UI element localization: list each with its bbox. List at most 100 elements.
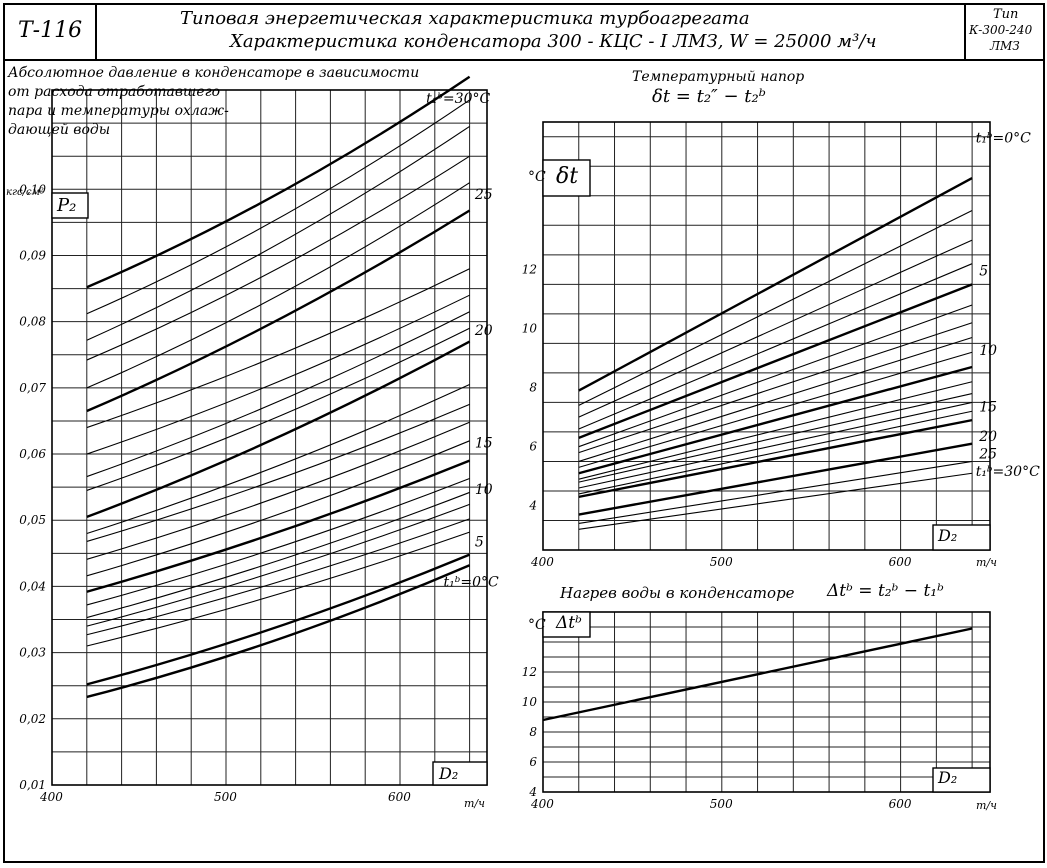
temp_head-series-6 [578,322,973,454]
temp_head-series-1 [578,210,973,406]
pressure-series-17 [86,209,471,413]
pressure-series-3 [86,518,470,636]
temp_head-annotation: 25 [978,446,997,462]
temp_head-x-tick: 400 [530,555,554,569]
pressure-series-6 [86,478,470,606]
pressure-series-7 [86,459,471,593]
pressure-y-label: P₂ [57,195,77,216]
pressure-y-tick: 0,04 [19,579,46,593]
temp_head-series-13 [578,410,973,495]
heat-ylabel-box [542,611,591,638]
water-heating-formula: Δtᵇ = t₂ᵇ − t₁ᵇ [827,581,944,601]
water-heating-x-label: D₂ [938,768,958,787]
pressure-y-tick: 0,07 [19,381,46,395]
water-heating-y-unit: °C [528,617,546,633]
pressure-x-tick: 600 [388,790,411,804]
pressure-series-21 [86,99,470,315]
pressure-series-15 [86,294,470,455]
pressure-title-line1: Абсолютное давление в конденсаторе в зав… [8,65,420,81]
pressure-annotation: t₁ᵇ=0°C [444,574,499,590]
pressure-series-22 [86,75,471,289]
pressure-xlabel-box [432,761,488,786]
pressure-y-tick: 0,05 [19,513,46,527]
temp_head-series-15 [578,442,973,516]
pressure-annotation: 20 [474,323,493,339]
water-heating-title: Нагрев воды в конденсаторе [560,584,795,602]
temp_head-annotation: 5 [979,263,988,279]
pressure-series-20 [86,125,470,341]
water_heating-y-tick: 8 [529,725,537,739]
pressure-series-19 [86,155,470,361]
pressure-y-tick: 0,08 [19,315,46,329]
pressure-title-line4: дающей воды [8,122,111,138]
temp_head-x-tick: 500 [710,555,733,569]
pressure-y-tick: 0,03 [19,646,46,660]
temp_head-annotation: 15 [979,399,997,415]
pressure-x-unit: т/ч [464,797,485,810]
water-heating-x-unit: т/ч [976,799,997,812]
pressure-y-tick: 0,02 [19,712,46,726]
temp_head-y-tick: 4 [528,499,537,513]
temp_head-series-5 [578,304,973,448]
pressure-series-11 [86,384,470,534]
pressure-annotation: t₁ᵇ=30°C [426,91,490,107]
pressure-grid [51,89,487,786]
pressure-series-1 [86,553,471,686]
temp-head-title: Температурный напор [632,69,805,85]
temp_head-y-tick: 8 [529,381,537,395]
pressure-series-9 [86,421,470,560]
water_heating-plot-border [542,611,991,793]
temp-ylabel-box [542,159,591,197]
water_heating-y-tick: 4 [528,785,537,799]
temp_head-series-17 [578,472,973,530]
pressure-x-label: D₂ [439,764,459,783]
temp_head-annotation: t₁ᵇ=30°C [976,464,1040,480]
pressure-series-12 [86,340,471,519]
temp_head-series-10 [578,381,973,480]
pressure-y-tick: 0,01 [19,778,46,792]
pressure-series-16 [86,268,470,429]
temp_head-series-12 [578,401,973,489]
pressure-series-5 [86,491,470,619]
temp-head-x-unit: т/ч [976,556,997,569]
type-model-line1: К-300-240 [969,23,1033,37]
pressure-x-tick: 500 [214,790,237,804]
temp_head-series-4 [578,283,973,439]
temp_head-y-tick: 10 [522,322,538,336]
temp_head-series-7 [578,336,973,462]
temp-head-y-unit: °C [528,169,546,185]
type-model-line2: ЛМЗ [990,39,1020,53]
pressure-series-13 [86,327,470,491]
temp_head-series-2 [578,239,973,418]
water_heating-y-tick: 6 [529,755,537,769]
pressure-chart: 400 500 600 0,01 0,02 0,03 0,04 0,05 0,06 0,07 0,0… [19,75,499,804]
header-title-line1: Типовая энергетическая характеристика ту… [180,8,750,29]
type-label: Тип [993,7,1019,22]
temp_head-plot-border [542,121,991,551]
temp_head-annotation: 10 [979,343,997,359]
temp_head-y-tick: 12 [522,263,537,277]
temp_head-annotation: 20 [978,429,997,445]
temp_head-grid [542,122,990,551]
temp_head-series-8 [578,351,973,468]
pressure-series-18 [86,182,470,389]
pressure-annotation: 10 [475,482,493,498]
pressure-title-line2: от расхода отработавшего [8,84,221,100]
pressure-series-8 [86,440,470,577]
pressure-title-line3: пара и температуры охлаж- [8,103,229,119]
temp_head-series-16 [578,460,973,524]
temp-head-formula: δt = t₂″ − t₂ᵇ [652,86,766,107]
header-title-line2: Характеристика конденсатора 300 - КЦС - … [230,31,877,52]
water_heating-x-tick: 600 [889,797,912,811]
drawing-frame [3,3,1045,863]
pressure-series-10 [86,403,470,542]
pressure-series-0 [86,564,471,699]
pressure-annotation: 15 [475,435,493,451]
pressure-ylabel-box [51,192,89,219]
pressure-series-14 [86,311,470,478]
temp_head-x-tick: 600 [889,555,912,569]
water-heating-y-label: Δtᵇ [556,613,582,633]
pressure-x-tick: 400 [39,790,63,804]
